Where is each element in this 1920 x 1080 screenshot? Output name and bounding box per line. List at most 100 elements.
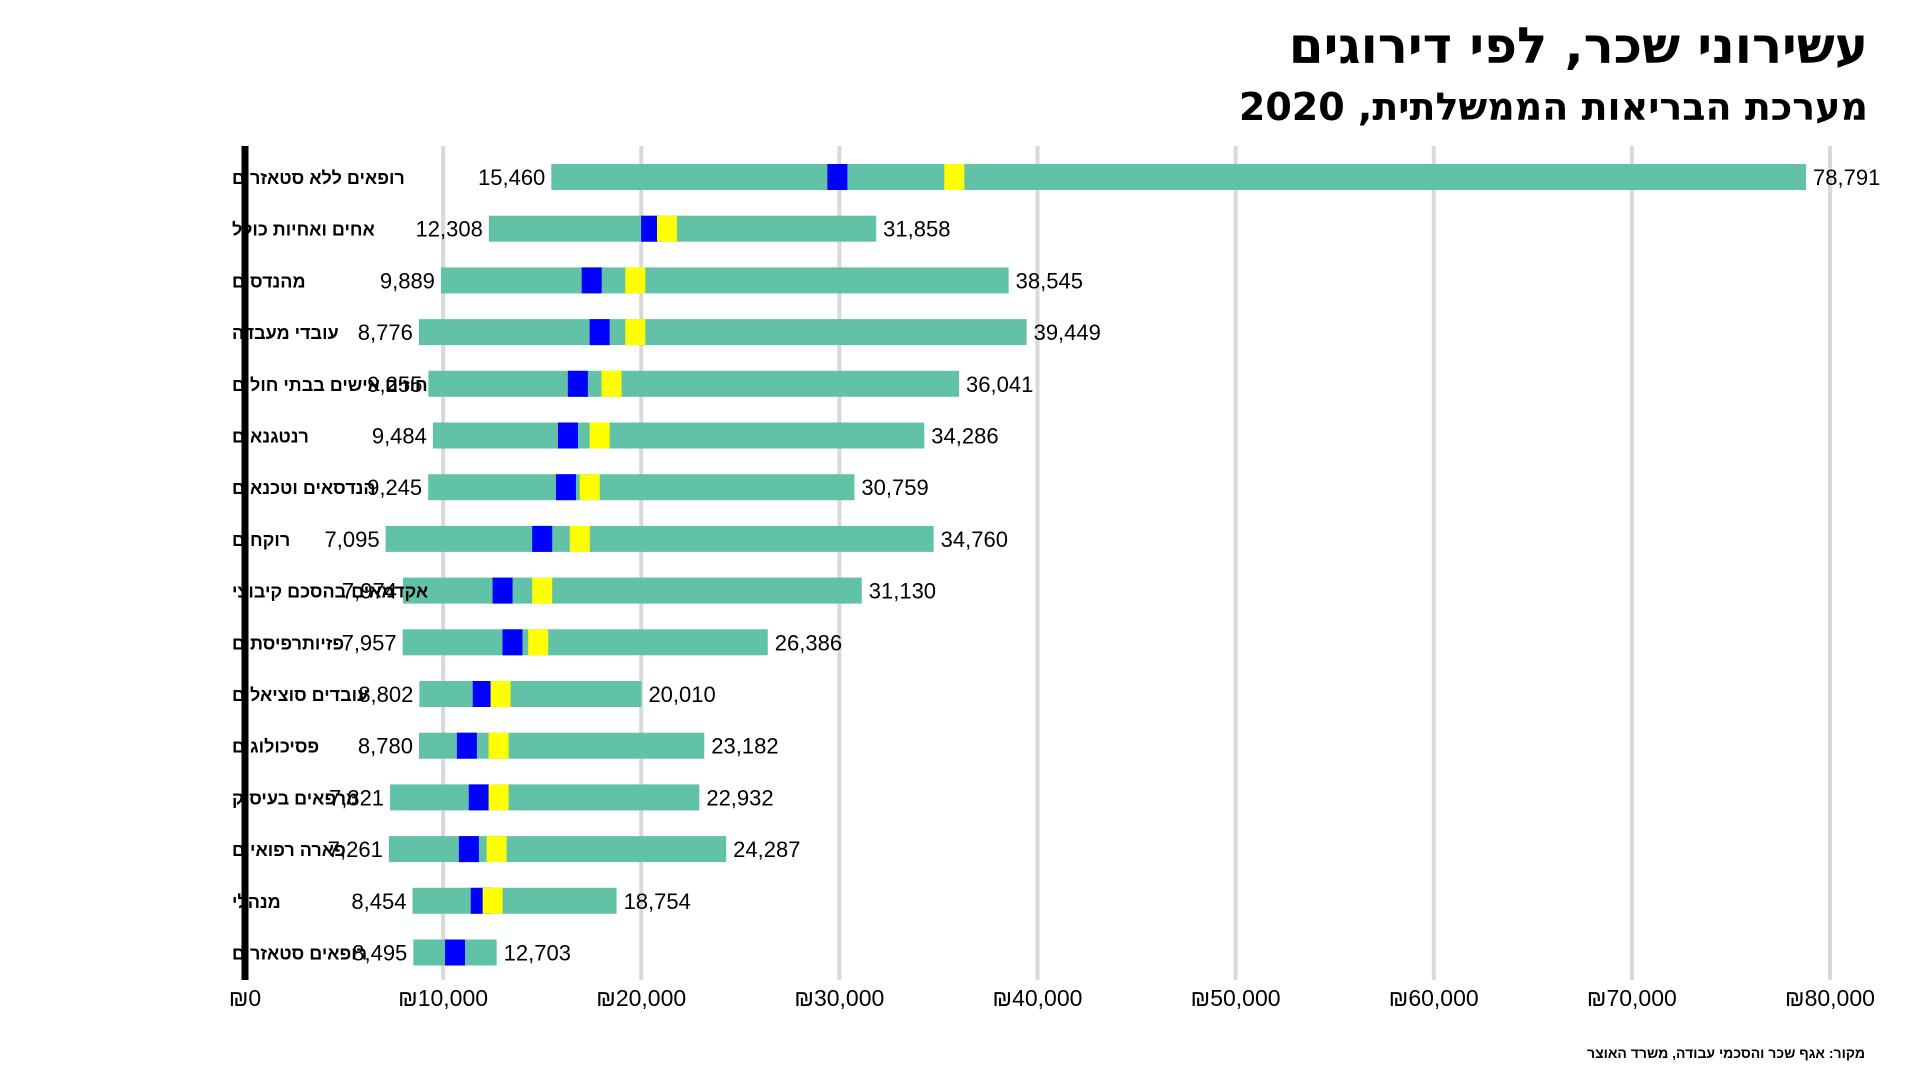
range-bar: [428, 474, 855, 501]
yellow-marker: [528, 629, 549, 656]
category-label: חוזים אישים בבתי חולים: [232, 375, 428, 395]
category-label: עובדי מעבדה: [232, 323, 339, 343]
range-bar: [412, 887, 617, 914]
range-bar: [551, 164, 1807, 190]
blue-marker: [567, 370, 588, 397]
min-value-label: 7,321: [329, 785, 384, 810]
blue-marker: [445, 939, 466, 966]
min-value-label: 9,255: [367, 372, 422, 397]
x-tick-label: ₪20,000: [596, 985, 686, 1011]
range-bar: [388, 836, 727, 863]
category-label: רנטגנאים: [232, 427, 309, 447]
yellow-marker: [589, 422, 610, 449]
max-value-label: 34,286: [931, 424, 998, 449]
category-label: עובדים סוציאלים: [232, 685, 368, 705]
category-label: פסיכולוגים: [232, 737, 319, 757]
min-value-label: 8,495: [352, 941, 407, 966]
category-label: רוקחים: [232, 530, 290, 550]
max-value-label: 26,386: [775, 630, 842, 655]
x-tick-label: ₪0: [229, 985, 261, 1011]
min-value-label: 7,095: [325, 527, 380, 552]
blue-marker: [555, 474, 576, 501]
max-value-label: 31,858: [883, 217, 950, 242]
min-value-label: 7,957: [342, 630, 397, 655]
yellow-marker: [625, 319, 646, 346]
min-value-label: 9,484: [372, 424, 427, 449]
range-bar: [432, 422, 925, 449]
min-value-label: 9,245: [367, 475, 422, 500]
range-bar: [385, 525, 934, 552]
range-bar: [402, 577, 862, 604]
max-value-label: 39,449: [1034, 320, 1101, 345]
range-bar: [428, 370, 960, 397]
max-value-label: 24,287: [733, 837, 800, 862]
max-value-label: 36,041: [966, 372, 1033, 397]
max-value-label: 30,759: [861, 475, 928, 500]
category-label: רופאים ללא סטאזרים: [232, 168, 405, 188]
yellow-marker: [488, 784, 509, 811]
max-value-label: 22,932: [706, 785, 773, 810]
yellow-marker: [482, 887, 503, 914]
blue-marker: [492, 577, 513, 604]
category-label: מנהלי: [232, 892, 281, 912]
max-value-label: 34,760: [941, 527, 1008, 552]
min-value-label: 8,776: [358, 320, 413, 345]
blue-marker: [458, 836, 479, 863]
category-label: רופאים סטאזרים: [232, 944, 367, 964]
yellow-marker: [579, 474, 600, 501]
blue-marker: [589, 319, 610, 346]
max-value-label: 23,182: [711, 734, 778, 759]
category-labels: רופאים ללא סטאזרים אחים ואחיות כולל מהנדסי…: [232, 168, 428, 964]
yellow-marker: [532, 577, 553, 604]
x-tick-label: ₪40,000: [993, 985, 1083, 1011]
blue-marker: [557, 422, 578, 449]
x-axis-ticks: ₪0 ₪10,000 ₪20,000 ₪30,000 ₪40,000 ₪50,000 ₪60…: [229, 985, 1875, 1011]
min-value-label: 15,460: [478, 165, 545, 190]
yellow-marker: [657, 215, 678, 242]
yellow-marker: [486, 836, 507, 863]
blue-marker: [472, 681, 493, 707]
yellow-marker: [488, 732, 509, 759]
blue-marker: [827, 164, 848, 190]
min-value-label: 7,261: [328, 837, 383, 862]
category-label: אחים ואחיות כולל: [232, 220, 375, 240]
category-label: הנדסאים וטכנאים: [232, 478, 376, 498]
range-bar: [440, 267, 1009, 294]
blue-marker: [502, 629, 523, 656]
min-value-label: 8,802: [358, 682, 413, 707]
x-tick-label: ₪80,000: [1785, 985, 1875, 1011]
value-labels: 15,460 78,791 12,308 31,858 9,889 38,545 8,776…: [325, 165, 1881, 966]
yellow-marker: [490, 681, 511, 707]
blue-marker: [468, 784, 489, 811]
source-note: מקור: אגף שכר והסכמי עבודה, משרד האוצר: [1587, 1045, 1865, 1061]
category-label: פארה רפואיים: [232, 840, 346, 860]
blue-marker: [581, 267, 602, 294]
bars: [385, 164, 1807, 966]
max-value-label: 12,703: [504, 941, 571, 966]
blue-marker: [456, 732, 477, 759]
yellow-marker: [569, 525, 590, 552]
blue-marker: [641, 215, 662, 242]
range-bar: [419, 681, 642, 707]
max-value-label: 18,754: [624, 889, 691, 914]
max-value-label: 31,130: [869, 579, 936, 604]
max-value-label: 78,791: [1813, 165, 1880, 190]
max-value-label: 20,010: [648, 682, 715, 707]
x-tick-label: ₪30,000: [794, 985, 884, 1011]
min-value-label: 12,308: [416, 217, 483, 242]
x-tick-label: ₪60,000: [1389, 985, 1479, 1011]
yellow-marker: [601, 370, 622, 397]
min-value-label: 8,780: [358, 734, 413, 759]
blue-marker: [532, 525, 553, 552]
range-bar: [418, 319, 1027, 346]
chart-title: עשירוני שכר, לפי דירוגים: [1288, 17, 1868, 75]
x-tick-label: ₪10,000: [398, 985, 488, 1011]
category-label: פזיותרפיסתים: [232, 633, 344, 653]
yellow-marker: [944, 164, 965, 190]
range-bar: [390, 784, 700, 811]
range-bar: [402, 629, 768, 656]
max-value-label: 38,545: [1016, 268, 1083, 293]
category-label: אקדמאים בהסכם קיבוצי: [232, 582, 428, 602]
range-bar: [488, 215, 877, 242]
